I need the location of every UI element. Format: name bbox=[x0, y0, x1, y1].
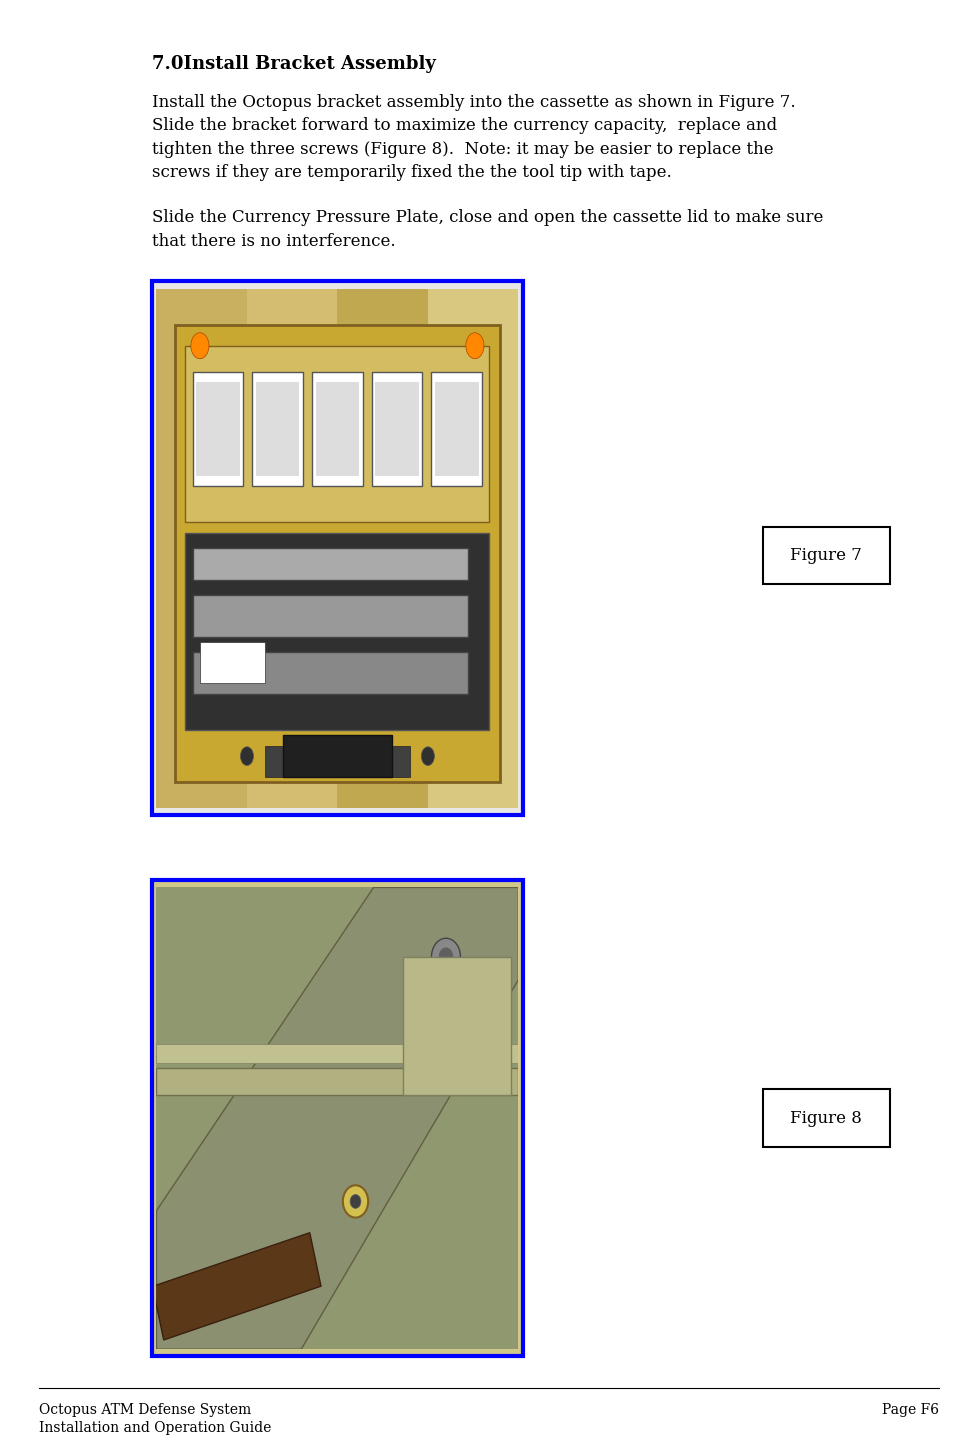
Bar bbox=[196, 382, 239, 476]
Bar bbox=[371, 372, 422, 486]
Bar bbox=[283, 736, 391, 776]
Bar bbox=[375, 382, 418, 476]
Bar bbox=[435, 382, 478, 476]
Text: Slide the Currency Pressure Plate, close and open the cassette lid to make sure
: Slide the Currency Pressure Plate, close… bbox=[151, 209, 822, 250]
Text: Figure 8: Figure 8 bbox=[789, 1110, 862, 1127]
Bar bbox=[252, 372, 303, 486]
Bar bbox=[337, 289, 428, 808]
Bar bbox=[192, 372, 243, 486]
Circle shape bbox=[421, 747, 434, 765]
Bar bbox=[156, 1068, 518, 1095]
Bar bbox=[265, 746, 283, 776]
Bar bbox=[192, 652, 467, 694]
Circle shape bbox=[465, 333, 484, 359]
FancyBboxPatch shape bbox=[762, 1089, 889, 1147]
FancyBboxPatch shape bbox=[151, 880, 523, 1356]
Text: Octopus ATM Defense System
Installation and Operation Guide: Octopus ATM Defense System Installation … bbox=[39, 1403, 272, 1434]
FancyBboxPatch shape bbox=[762, 527, 889, 584]
Bar bbox=[391, 746, 409, 776]
Bar bbox=[186, 346, 488, 522]
Bar bbox=[156, 289, 246, 808]
Bar bbox=[316, 382, 359, 476]
Bar bbox=[156, 1045, 518, 1063]
Bar bbox=[174, 325, 499, 782]
Bar bbox=[152, 1232, 320, 1341]
Bar bbox=[431, 372, 482, 486]
Circle shape bbox=[350, 1195, 361, 1208]
FancyBboxPatch shape bbox=[151, 281, 523, 815]
Text: Page F6: Page F6 bbox=[881, 1403, 938, 1417]
Circle shape bbox=[439, 948, 452, 965]
Circle shape bbox=[240, 747, 253, 765]
Bar bbox=[192, 548, 467, 580]
Polygon shape bbox=[156, 887, 518, 1349]
Bar bbox=[427, 289, 518, 808]
Text: 7.0Install Bracket Assembly: 7.0Install Bracket Assembly bbox=[151, 55, 435, 72]
Bar bbox=[192, 595, 467, 636]
Text: Install the Octopus bracket assembly into the cassette as shown in Figure 7.
Sli: Install the Octopus bracket assembly int… bbox=[151, 94, 794, 182]
Bar bbox=[312, 372, 362, 486]
Circle shape bbox=[431, 938, 460, 975]
Text: Figure 7: Figure 7 bbox=[789, 547, 862, 564]
Bar bbox=[256, 382, 299, 476]
Circle shape bbox=[343, 1185, 367, 1218]
Bar bbox=[186, 532, 488, 730]
Bar bbox=[246, 289, 337, 808]
Bar bbox=[403, 957, 511, 1095]
Circle shape bbox=[191, 333, 209, 359]
Bar bbox=[199, 642, 265, 684]
